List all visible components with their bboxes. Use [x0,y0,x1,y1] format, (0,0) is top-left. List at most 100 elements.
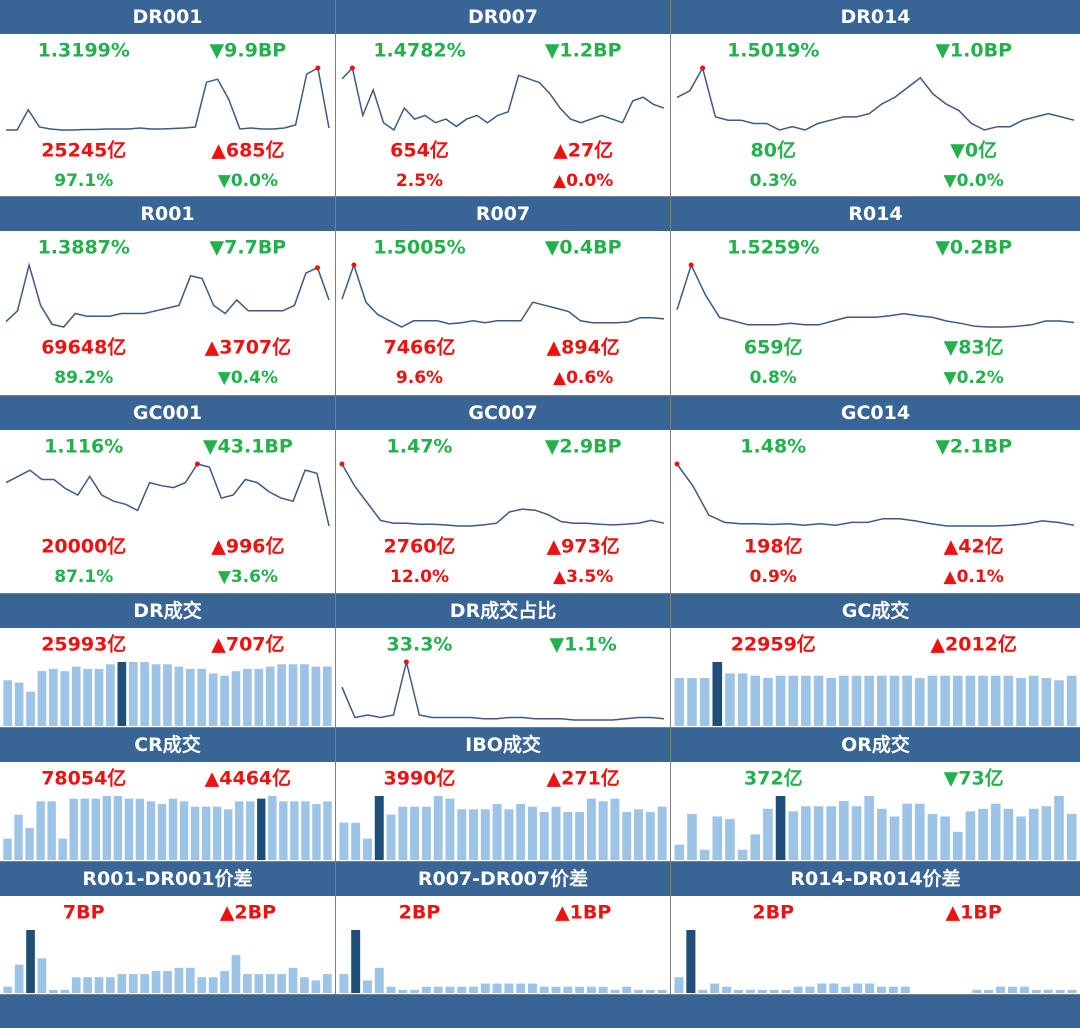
bar [135,798,145,860]
value-label: ▼1.2BP [545,40,622,62]
line [341,66,665,132]
value-label: 372亿 [744,767,803,790]
line [5,262,330,328]
bar [445,986,455,993]
bar [1003,808,1014,860]
bar [243,668,252,726]
value-label: 2.5% [396,171,443,191]
bar [817,983,827,993]
bar [539,986,549,993]
value-label: 33.3% [387,634,453,656]
bar [163,664,172,726]
bar [223,809,233,860]
bar [254,974,264,993]
panel: GC001 1.116% ▼43.1BP 20000亿 ▲996亿 87.1% ▼3.6% [0,396,335,593]
bar [410,806,420,860]
bar [117,974,127,993]
panel: R001 1.3887% ▼7.7BP 69648亿 ▲3707亿 89.2% ▼0.4% [0,197,335,395]
bar [551,986,561,993]
value-label: 1.5259% [727,237,819,259]
bar [1054,796,1064,860]
bar [622,812,632,860]
bar [712,662,723,726]
value-label: 1.116% [44,436,123,458]
line [341,262,665,328]
bar [527,806,537,860]
bar [865,983,875,993]
value-label: 659亿 [744,336,803,359]
bar [737,673,748,726]
value-label: ▼0.2% [944,368,1004,388]
bar [657,989,667,993]
bar [516,983,526,993]
value-label: ▼43.1BP [203,436,293,458]
bar [965,675,976,726]
bar [864,796,874,860]
value-label: ▼7.7BP [210,237,287,259]
bar [212,806,222,860]
bar [128,662,138,726]
panel: OR成交 372亿 ▼73亿 [671,728,1080,861]
bar [231,671,241,726]
bar [598,801,608,860]
value-label: ▼0.0% [944,171,1004,191]
value-label: ▼0.2BP [935,237,1012,259]
sparkline: 33.3% ▼1.1% [341,634,665,721]
bar [1003,675,1014,726]
bar [106,977,115,993]
bar [940,675,950,726]
bar [58,838,67,860]
value-label: 97.1% [54,171,113,191]
value-label: 654亿 [390,139,449,162]
panel-title: R014 [671,197,1080,231]
bar [268,796,277,860]
bar [622,986,632,993]
line [5,463,330,527]
bar [1067,989,1077,993]
bar [433,986,443,993]
bar [853,983,863,993]
bar [839,675,849,726]
sparkline: 78054亿 ▲4464亿 [3,767,332,860]
value-label: ▲0.1% [944,567,1004,587]
value-label: 25245亿 [41,139,126,162]
value-label: 1.4782% [373,40,465,62]
bar [984,989,994,993]
sparkline: 1.3887% ▼7.7BP 69648亿 ▲3707亿 89.2% ▼0.4% [5,237,330,388]
bar [788,675,799,726]
value-label: ▲2BP [220,902,276,924]
bar [14,964,24,993]
bar [140,662,150,726]
value-label: ▼1.1% [550,634,617,656]
bar [277,664,286,726]
bar [586,798,596,860]
value-label: ▼2.9BP [545,436,622,458]
value-label: ▲707亿 [211,633,284,656]
bar [757,989,767,993]
bar [257,798,266,860]
panel: DR成交占比 33.3% ▼1.1% [336,594,670,727]
bar [398,989,408,993]
bar [80,798,89,860]
value-label: ▼83亿 [944,336,1004,359]
bar [60,989,70,993]
bar [386,986,396,993]
value-label: 2760亿 [384,535,456,558]
bar [3,986,13,993]
bar [826,806,837,860]
bar [386,814,396,860]
bar [750,834,761,860]
value-label: 9.6% [396,368,443,388]
sparkline: 1.48% ▼2.1BP 198亿 ▲42亿 0.9% ▲0.1% [674,436,1075,587]
bar [445,798,455,860]
bar [725,819,735,860]
panel: R014 1.5259% ▼0.2BP 659亿 ▼83亿 0.8% ▼0.2% [671,197,1080,395]
bar [113,796,123,860]
value-label: ▼1.0BP [935,40,1012,62]
bar [527,983,537,993]
value-label: ▲996亿 [211,535,284,558]
bar [699,849,710,860]
bar [972,989,982,993]
line [676,463,1075,527]
bar [174,666,184,726]
